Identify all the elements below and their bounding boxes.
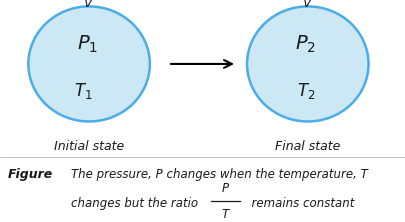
Text: $V$: $V$ — [302, 0, 313, 10]
Text: Initial state: Initial state — [54, 140, 124, 153]
Text: $P_1$: $P_1$ — [77, 34, 98, 56]
Text: $T_1$: $T_1$ — [74, 81, 92, 101]
Text: $T$: $T$ — [221, 208, 230, 221]
Ellipse shape — [28, 6, 150, 121]
Text: The pressure, P changes when the temperature, T: The pressure, P changes when the tempera… — [71, 168, 368, 180]
Text: Final state: Final state — [275, 140, 341, 153]
Text: $T_2$: $T_2$ — [296, 81, 315, 101]
Text: $P_2$: $P_2$ — [295, 34, 316, 56]
Text: remains constant: remains constant — [244, 197, 354, 210]
Text: $V$: $V$ — [83, 0, 95, 10]
Text: $P$: $P$ — [221, 182, 230, 195]
Text: changes but the ratio: changes but the ratio — [71, 197, 202, 210]
Ellipse shape — [247, 6, 369, 121]
Text: Figure: Figure — [8, 168, 53, 180]
